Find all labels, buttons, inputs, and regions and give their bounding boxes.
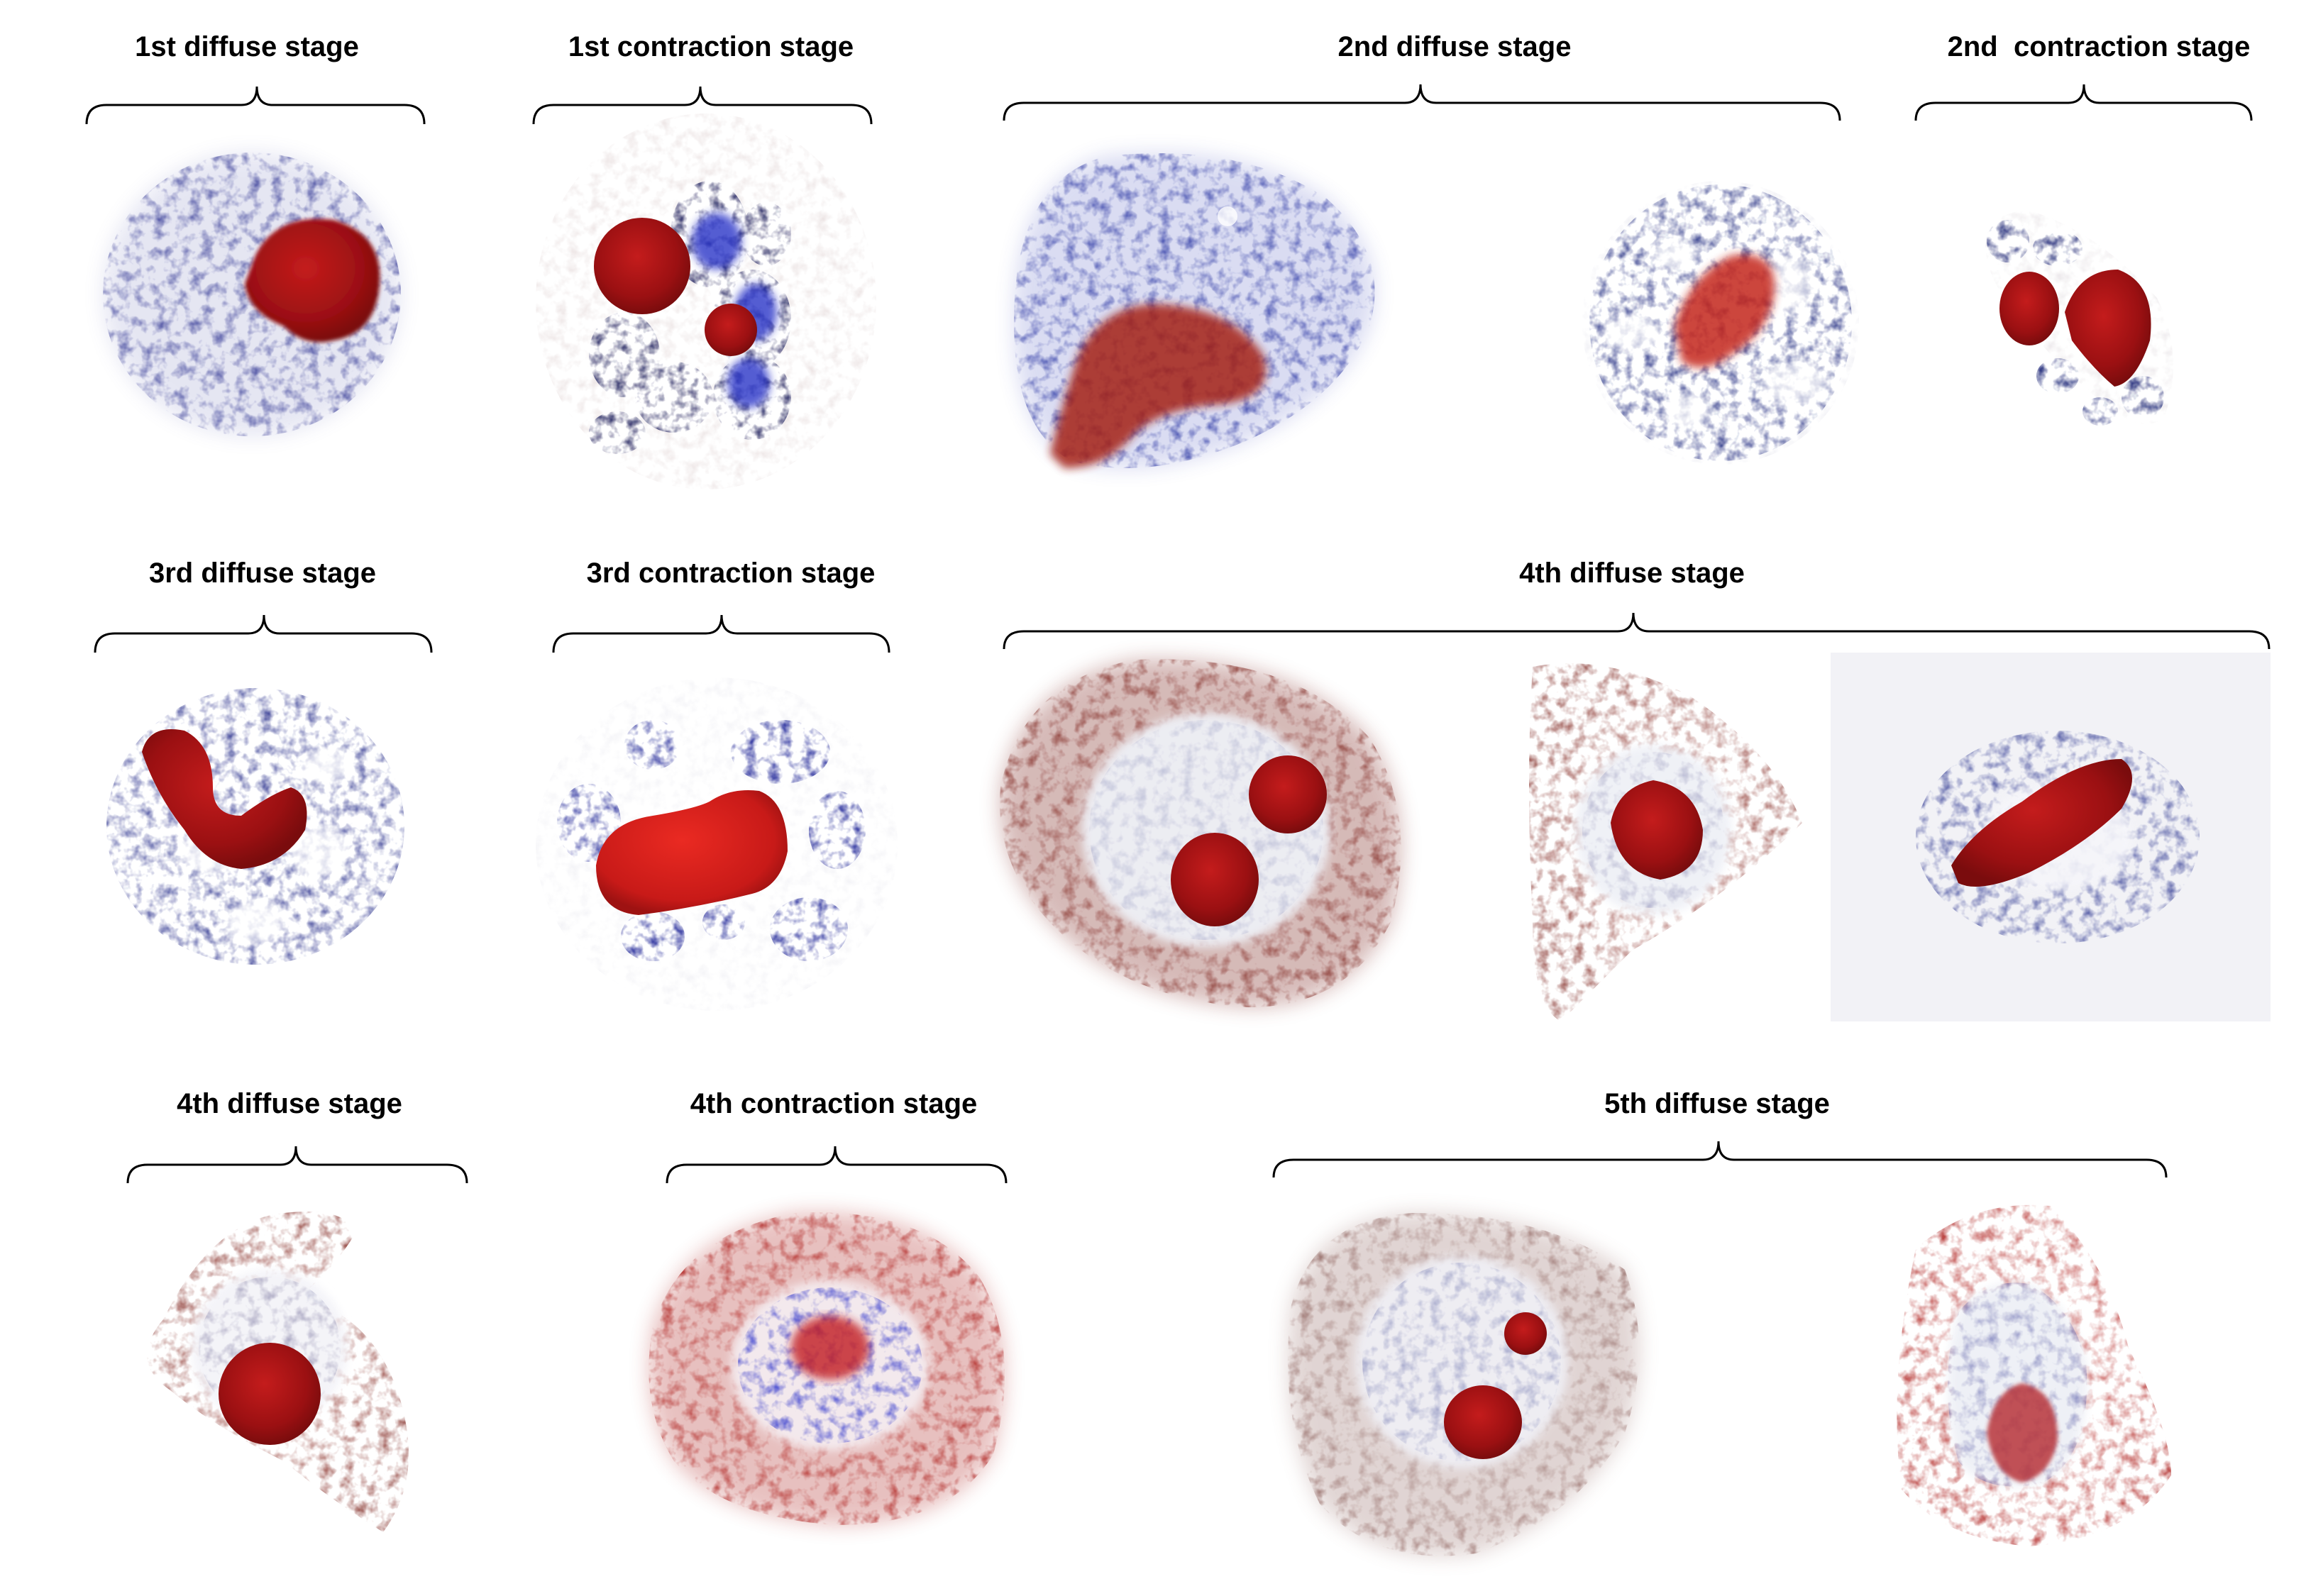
cell-4th-diffuse-b xyxy=(1529,663,1802,1021)
bracket-3rd-diffuse xyxy=(94,614,433,653)
label-5th-diffuse: 5th diffuse stage xyxy=(1604,1088,1830,1119)
nucleolus xyxy=(245,218,380,343)
cell-2nd-diffuse-b xyxy=(1582,181,1859,465)
bracket-2nd-diffuse xyxy=(1003,84,1841,121)
cell-5th-diffuse-b xyxy=(1897,1204,2171,1546)
cell-4th-diffuse-a xyxy=(1000,659,1401,1007)
cell-4th-diffuse-c xyxy=(1831,653,2271,1021)
label-4th-diffuse-wide: 4th diffuse stage xyxy=(1519,558,1745,589)
cell-5th-diffuse-a xyxy=(1288,1213,1639,1556)
bracket-4th-contraction xyxy=(666,1146,1008,1184)
label-2nd-contraction: 2nd contraction stage xyxy=(1947,31,2251,62)
nucleolus xyxy=(1050,304,1266,468)
nucleolus xyxy=(1951,759,2132,887)
label-4th-diffuse: 4th diffuse stage xyxy=(177,1088,402,1119)
nucleolus-small xyxy=(705,304,757,356)
brackets xyxy=(85,84,2271,1184)
cell-4th-diffuse-small xyxy=(147,1212,409,1532)
nucleolus-lower xyxy=(1444,1385,1522,1459)
nucleolus xyxy=(596,790,788,915)
label-3rd-contraction: 3rd contraction stage xyxy=(586,558,876,589)
nucleolus-left xyxy=(1999,272,2059,345)
cell-1st-diffuse xyxy=(103,153,401,436)
label-2nd-diffuse: 2nd diffuse stage xyxy=(1337,31,1572,62)
nucleolus-upper xyxy=(1249,755,1327,833)
nucleolus xyxy=(1675,254,1775,367)
cell-3rd-contraction xyxy=(536,677,898,1011)
label-1st-contraction: 1st contraction stage xyxy=(568,31,854,62)
nucleolus xyxy=(1611,780,1703,880)
bracket-4th-diffuse-wide xyxy=(1003,612,2271,650)
bracket-4th-diffuse xyxy=(126,1146,468,1184)
label-3rd-diffuse: 3rd diffuse stage xyxy=(148,558,377,589)
nucleolus xyxy=(142,729,307,869)
cell-2nd-diffuse-a xyxy=(1014,153,1375,468)
bracket-3rd-contraction xyxy=(552,614,890,653)
bracket-5th-diffuse xyxy=(1272,1141,2168,1178)
nucleolus xyxy=(1987,1383,2058,1483)
nucleolus-upper xyxy=(1504,1312,1547,1355)
bracket-1st-diffuse xyxy=(85,86,426,125)
cell-1st-contraction xyxy=(536,113,876,489)
cell-4th-contraction xyxy=(649,1212,1005,1525)
nucleolus-lower xyxy=(1171,833,1259,926)
label-1st-diffuse: 1st diffuse stage xyxy=(135,31,359,62)
label-4th-contraction: 4th contraction stage xyxy=(690,1088,978,1119)
nucleolus-right xyxy=(2065,270,2151,387)
bracket-1st-contraction xyxy=(532,86,873,125)
nucleolus-large xyxy=(594,218,690,314)
cell-3rd-diffuse xyxy=(106,688,404,965)
nucleolus xyxy=(791,1316,869,1380)
nucleolus xyxy=(219,1343,321,1445)
bracket-2nd-contraction xyxy=(1914,84,2253,121)
cell-2nd-contraction xyxy=(1985,211,2173,426)
